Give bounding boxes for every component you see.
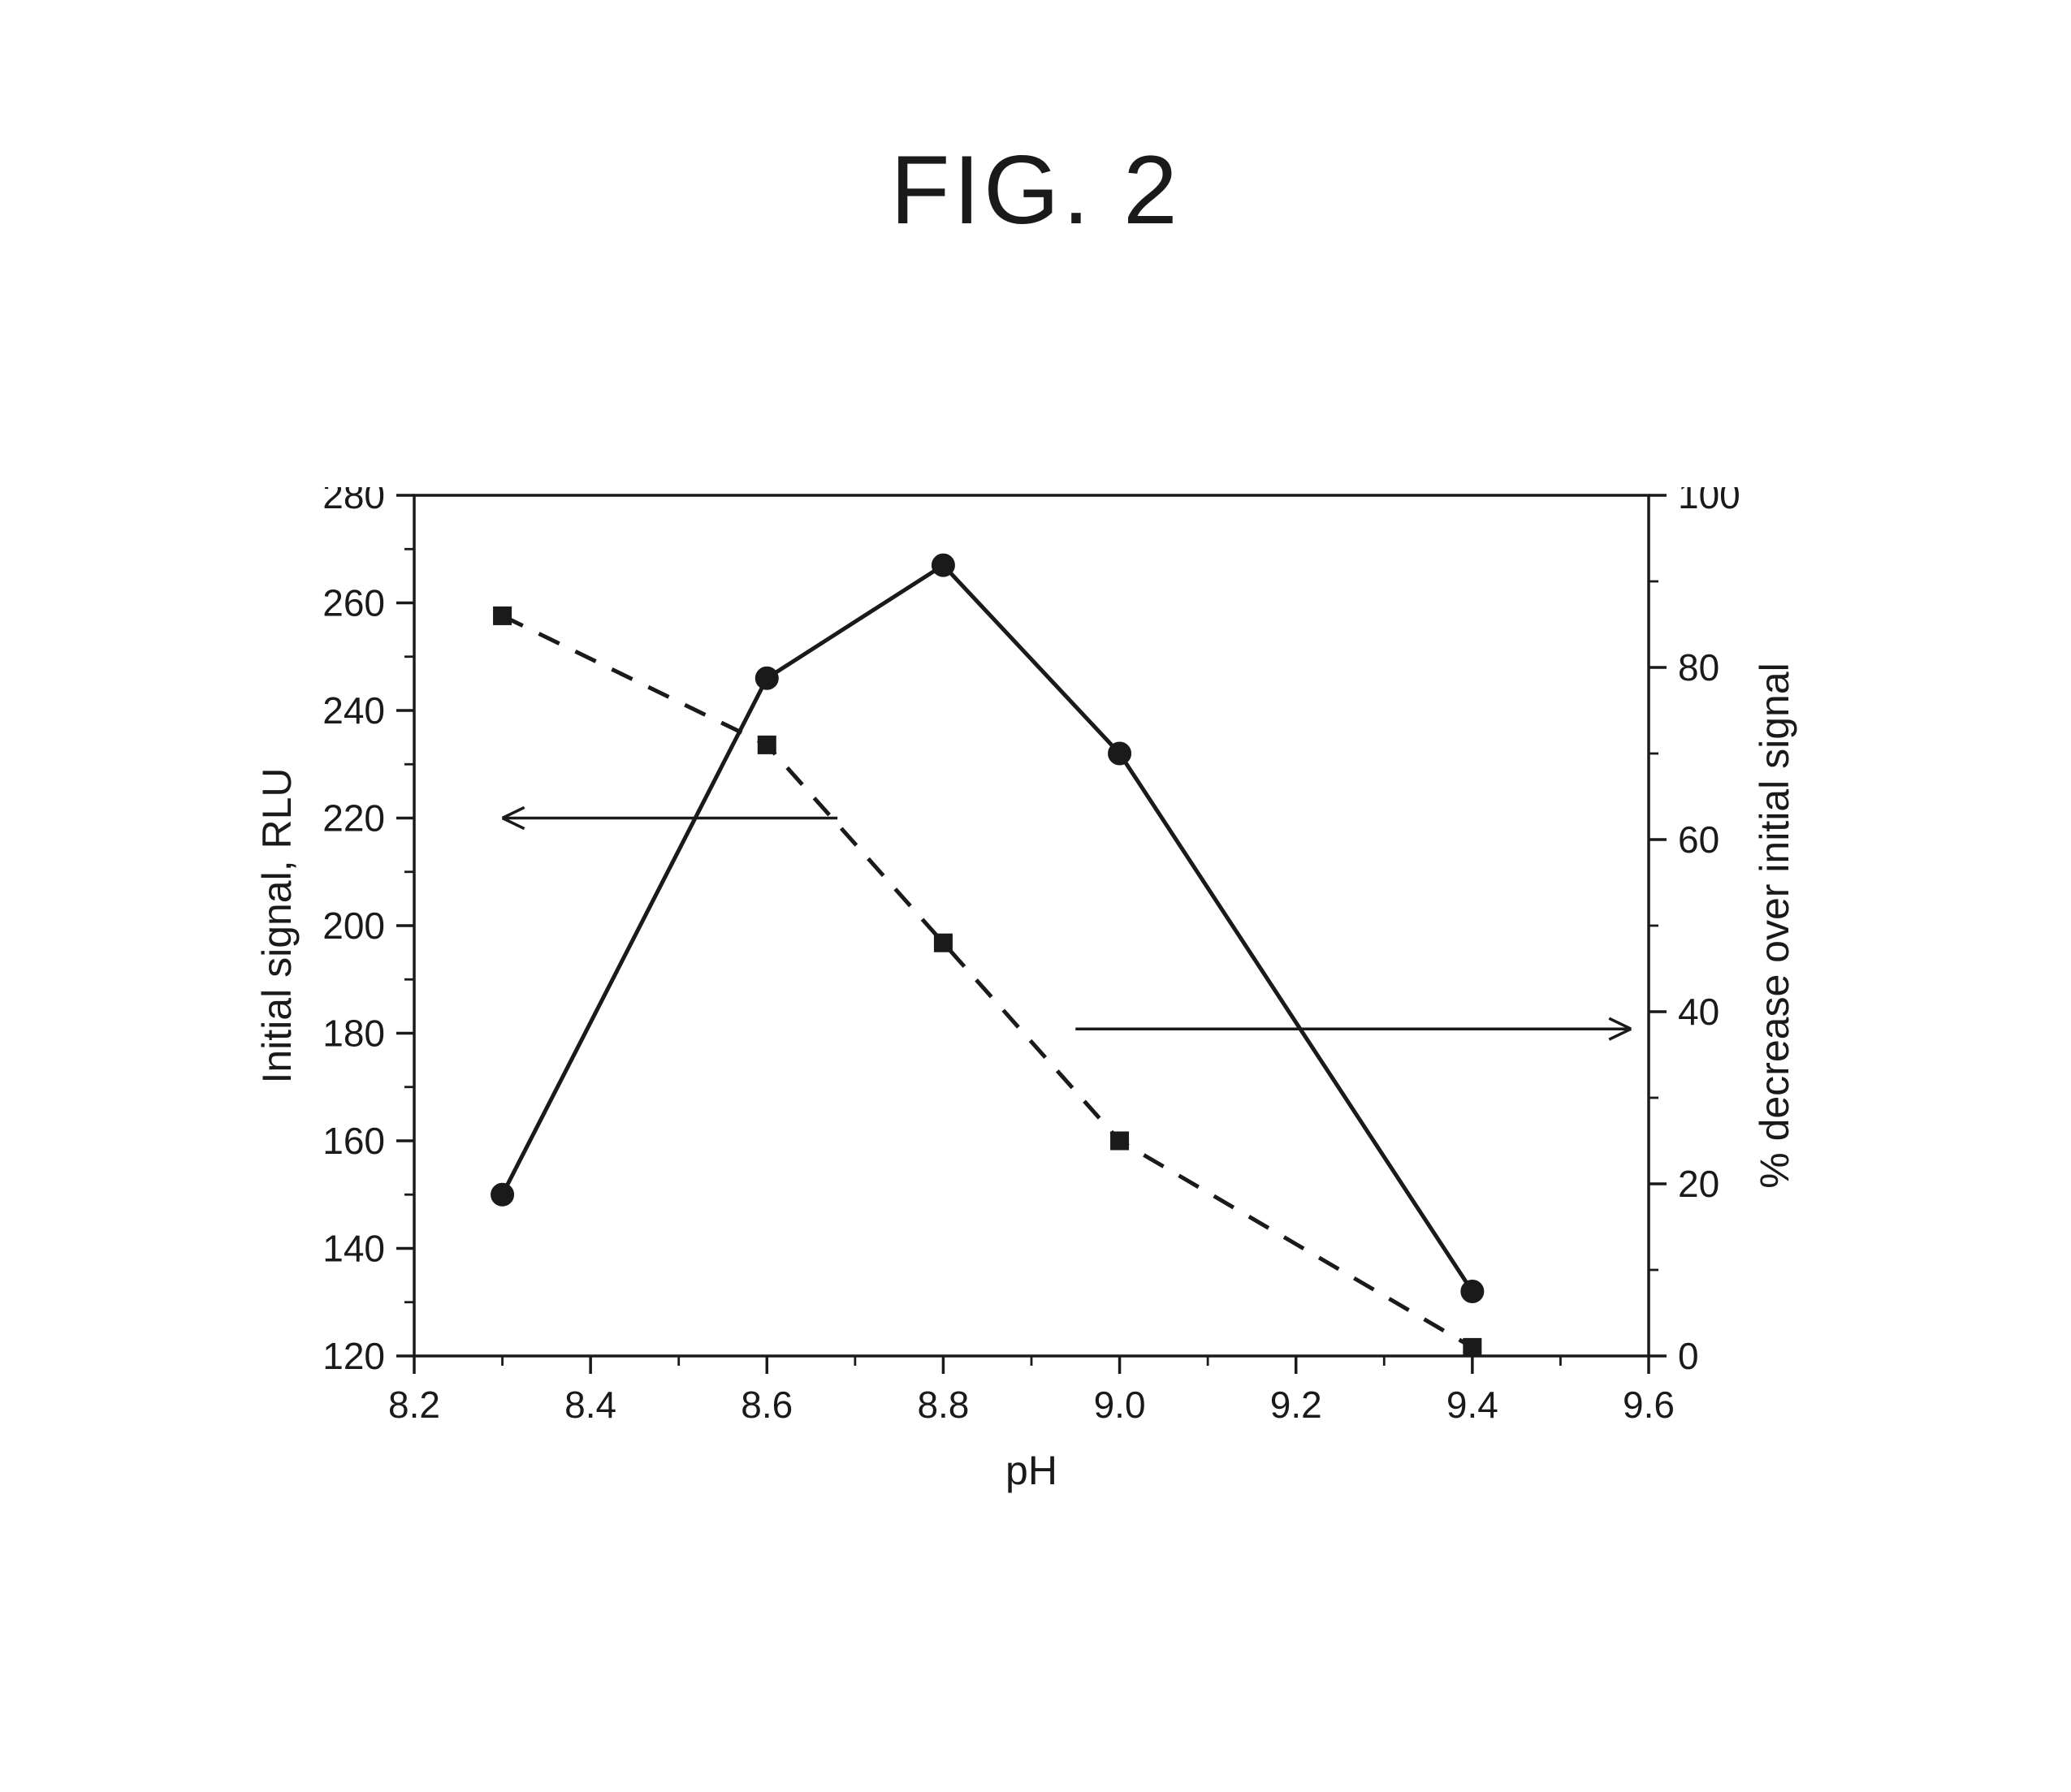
x-tick-label: 9.0 <box>1094 1384 1146 1426</box>
x-tick-label: 9.6 <box>1623 1384 1675 1426</box>
y-left-tick-label: 280 <box>322 487 385 516</box>
y-right-tick-label: 0 <box>1678 1335 1699 1377</box>
marker-initial-signal <box>491 1183 514 1206</box>
y-left-axis-label: Initial signal, RLU <box>254 767 300 1083</box>
dual-axis-chart: 8.2 8.4 8.6 8.8 9.0 9.2 9.4 9.6 pH 120 140 160 180 20… <box>227 487 1852 1583</box>
x-tick-label: 8.6 <box>741 1384 793 1426</box>
y-right-tick-label: 40 <box>1678 991 1719 1033</box>
marker-pct-decrease <box>934 934 952 952</box>
marker-initial-signal <box>1109 742 1131 765</box>
y-left-tick-label: 200 <box>322 905 385 947</box>
marker-initial-signal <box>755 667 778 689</box>
marker-pct-decrease <box>494 607 512 624</box>
y-left-tick-label: 160 <box>322 1120 385 1162</box>
y-right-tick-label: 80 <box>1678 646 1719 689</box>
figure-title: FIG. 2 <box>0 134 2071 246</box>
marker-pct-decrease <box>1111 1132 1129 1150</box>
y-right-tick-label: 100 <box>1678 487 1740 516</box>
y-left-tick-label: 120 <box>322 1335 385 1377</box>
marker-pct-decrease <box>758 736 776 754</box>
y-left-tick-label: 140 <box>322 1228 385 1270</box>
y-left-tick-label: 240 <box>322 689 385 732</box>
y-left-tick-label: 180 <box>322 1013 385 1055</box>
chart-container: 8.2 8.4 8.6 8.8 9.0 9.2 9.4 9.6 pH 120 140 160 180 20… <box>227 487 1852 1583</box>
plot-area <box>414 495 1649 1356</box>
y-left-tick-label: 220 <box>322 797 385 840</box>
marker-pct-decrease <box>1464 1338 1481 1356</box>
x-tick-label: 9.4 <box>1446 1384 1498 1426</box>
x-tick-label: 8.8 <box>917 1384 969 1426</box>
x-tick-label: 8.4 <box>564 1384 616 1426</box>
y-left-tick-label: 260 <box>322 582 385 624</box>
x-tick-label: 9.2 <box>1270 1384 1322 1426</box>
marker-initial-signal <box>1461 1280 1484 1303</box>
marker-initial-signal <box>932 554 954 576</box>
x-axis-label: pH <box>1005 1448 1057 1493</box>
y-right-tick-label: 60 <box>1678 818 1719 861</box>
y-right-tick-label: 20 <box>1678 1163 1719 1205</box>
x-tick-label: 8.2 <box>388 1384 440 1426</box>
y-right-axis-label: % decrease over initial signal <box>1752 663 1797 1189</box>
